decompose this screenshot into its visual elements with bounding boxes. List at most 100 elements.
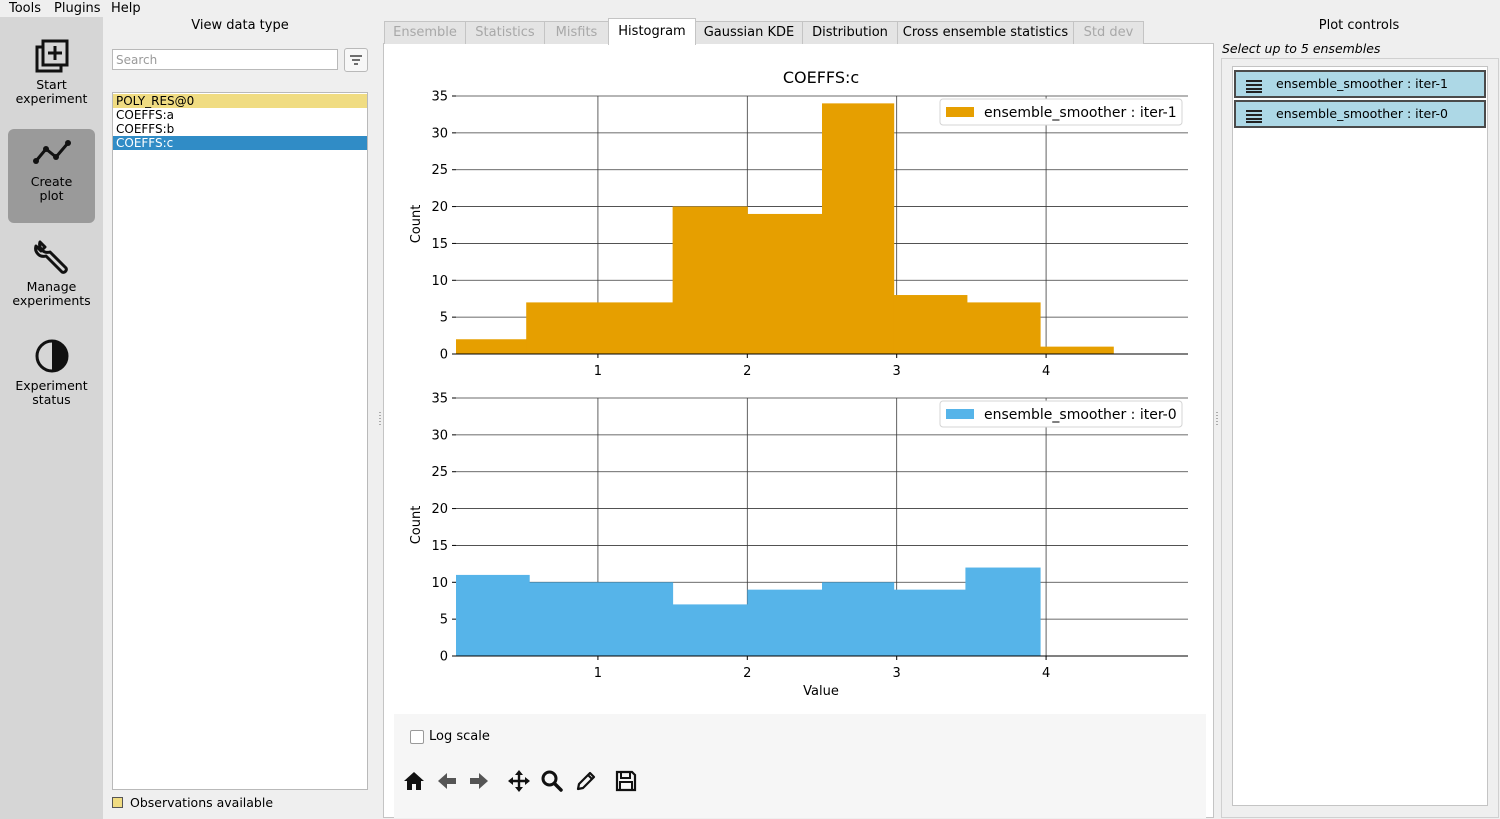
plot-controls-subtitle: Select up to 5 ensembles [1222,41,1381,56]
histogram-bar [456,339,527,354]
list-item-coeffs-a[interactable]: COEFFS:a [116,108,175,122]
filter-button[interactable] [344,48,368,72]
y-tick-label: 25 [431,465,448,480]
list-item-coeffs-b[interactable]: COEFFS:b [116,122,175,136]
filter-icon [350,55,362,65]
zoom-icon [541,770,563,792]
y-tick-label: 10 [431,576,448,591]
wrench-icon [33,240,68,274]
histogram-bar [893,295,968,354]
legend-swatch [946,107,974,117]
y-tick-label: 5 [440,613,448,628]
log-scale-checkbox[interactable] [410,730,424,744]
search-input[interactable] [112,49,338,70]
splitter-handle-left[interactable] [379,412,381,426]
manage-experiments-button[interactable]: Manage experiments [8,230,95,324]
histogram-figure[interactable]: COEFFS:c Count Count Value 0 5 10 15 20 25 30 3… [394,48,1206,713]
chart-panel-iter-1: 0 5 10 15 20 25 30 35 1 2 3 4 ensemble_smoother : it… [431,90,1188,379]
tab-ensemble[interactable]: Ensemble [384,21,466,44]
list-item-poly-res[interactable]: POLY_RES@0 [113,94,367,108]
tab-misfits[interactable]: Misfits [544,21,609,44]
x-tick-label: 2 [743,364,751,379]
histogram-bar [747,589,823,656]
tab-statistics[interactable]: Statistics [465,21,545,44]
save-icon [615,770,637,792]
ensemble-item-label: ensemble_smoother : iter-0 [1276,106,1449,121]
histogram-bar [526,302,674,354]
legend-label: ensemble_smoother : iter-1 [984,105,1177,121]
list-item-coeffs-c[interactable]: COEFFS:c [113,136,367,150]
menu-bar: Tools Plugins Help [0,0,1500,17]
y-tick-label: 15 [431,539,448,554]
drag-handle-icon[interactable] [1246,109,1262,123]
start-experiment-button[interactable]: Start experiment [8,32,95,126]
pan-button[interactable] [507,769,531,793]
y-tick-label: 15 [431,237,448,252]
ensemble-item-iter-0[interactable]: ensemble_smoother : iter-0 [1234,100,1486,128]
manage-experiments-label: Manage experiments [12,279,91,308]
create-plot-label: Create plot [30,174,73,203]
y-tick-label: 0 [440,348,448,363]
ensemble-item-iter-1[interactable]: ensemble_smoother : iter-1 [1234,70,1486,98]
tab-gaussian-kde[interactable]: Gaussian KDE [695,21,803,44]
histogram-bar [672,604,748,656]
histogram-bar [966,302,1041,354]
ensemble-item-label: ensemble_smoother : iter-1 [1276,76,1449,91]
chart-1-ylabel: Count [409,205,424,244]
histogram-chart[interactable]: COEFFS:c Count Count Value 0510152025303… [394,48,1206,713]
histogram-bar [672,206,748,354]
ensemble-selection-list [1232,66,1488,806]
experiment-status-label: Experiment status [15,378,88,407]
sidebar: Start experiment Create plot Manage expe… [0,17,103,819]
menu-tools[interactable]: Tools [9,1,42,16]
add-square-icon [35,39,68,73]
start-experiment-label: Start experiment [15,77,88,106]
histogram-bar [822,582,895,656]
back-button[interactable] [435,769,459,793]
data-type-list: POLY_RES@0 COEFFS:a COEFFS:b COEFFS:c [112,92,368,790]
zoom-button[interactable] [540,769,564,793]
drag-handle-icon[interactable] [1246,79,1262,93]
splitter-handle-right[interactable] [1216,412,1218,426]
view-data-type-title: View data type [191,18,289,33]
chart-title: COEFFS:c [783,68,859,87]
y-tick-label: 0 [440,650,448,665]
chart-panel-iter-0: 0 5 10 15 20 25 30 35 1 2 3 4 ensemble_smoother : it… [431,392,1188,681]
chart-2-xlabel: Value [803,684,839,699]
histogram-bar [965,567,1041,656]
y-tick-label: 35 [431,90,448,105]
x-tick-label: 1 [594,364,602,379]
home-button[interactable] [402,769,426,793]
histogram-bar [893,589,966,656]
menu-help[interactable]: Help [111,1,141,16]
home-icon [404,772,424,790]
y-tick-label: 30 [431,126,448,141]
legend-swatch [946,409,974,419]
y-tick-label: 30 [431,428,448,443]
y-tick-label: 5 [440,311,448,326]
legend-box [939,98,1183,126]
edit-button[interactable] [574,769,598,793]
experiment-status-button[interactable]: Experiment status [8,331,95,425]
tab-histogram[interactable]: Histogram [608,18,696,45]
tab-distribution[interactable]: Distribution [802,21,898,44]
back-arrow-icon [438,773,456,789]
forward-button[interactable] [467,769,491,793]
plot-controls-title: Plot controls [1318,18,1400,33]
menu-plugins[interactable]: Plugins [54,1,101,16]
line-chart-icon [32,140,71,164]
histogram-bar [822,103,895,354]
tab-std-dev[interactable]: Std dev [1073,21,1144,44]
observations-swatch [112,797,123,808]
y-tick-label: 35 [431,392,448,407]
save-button[interactable] [614,769,638,793]
histogram-bar [529,582,674,656]
x-tick-label: 1 [594,666,602,681]
x-tick-label: 3 [893,364,901,379]
legend-box [939,400,1183,428]
y-tick-label: 10 [431,274,448,289]
create-plot-button[interactable]: Create plot [8,129,95,223]
x-tick-label: 4 [1042,666,1050,681]
tab-cross-ensemble-statistics[interactable]: Cross ensemble statistics [897,21,1074,44]
pan-icon [508,770,530,792]
